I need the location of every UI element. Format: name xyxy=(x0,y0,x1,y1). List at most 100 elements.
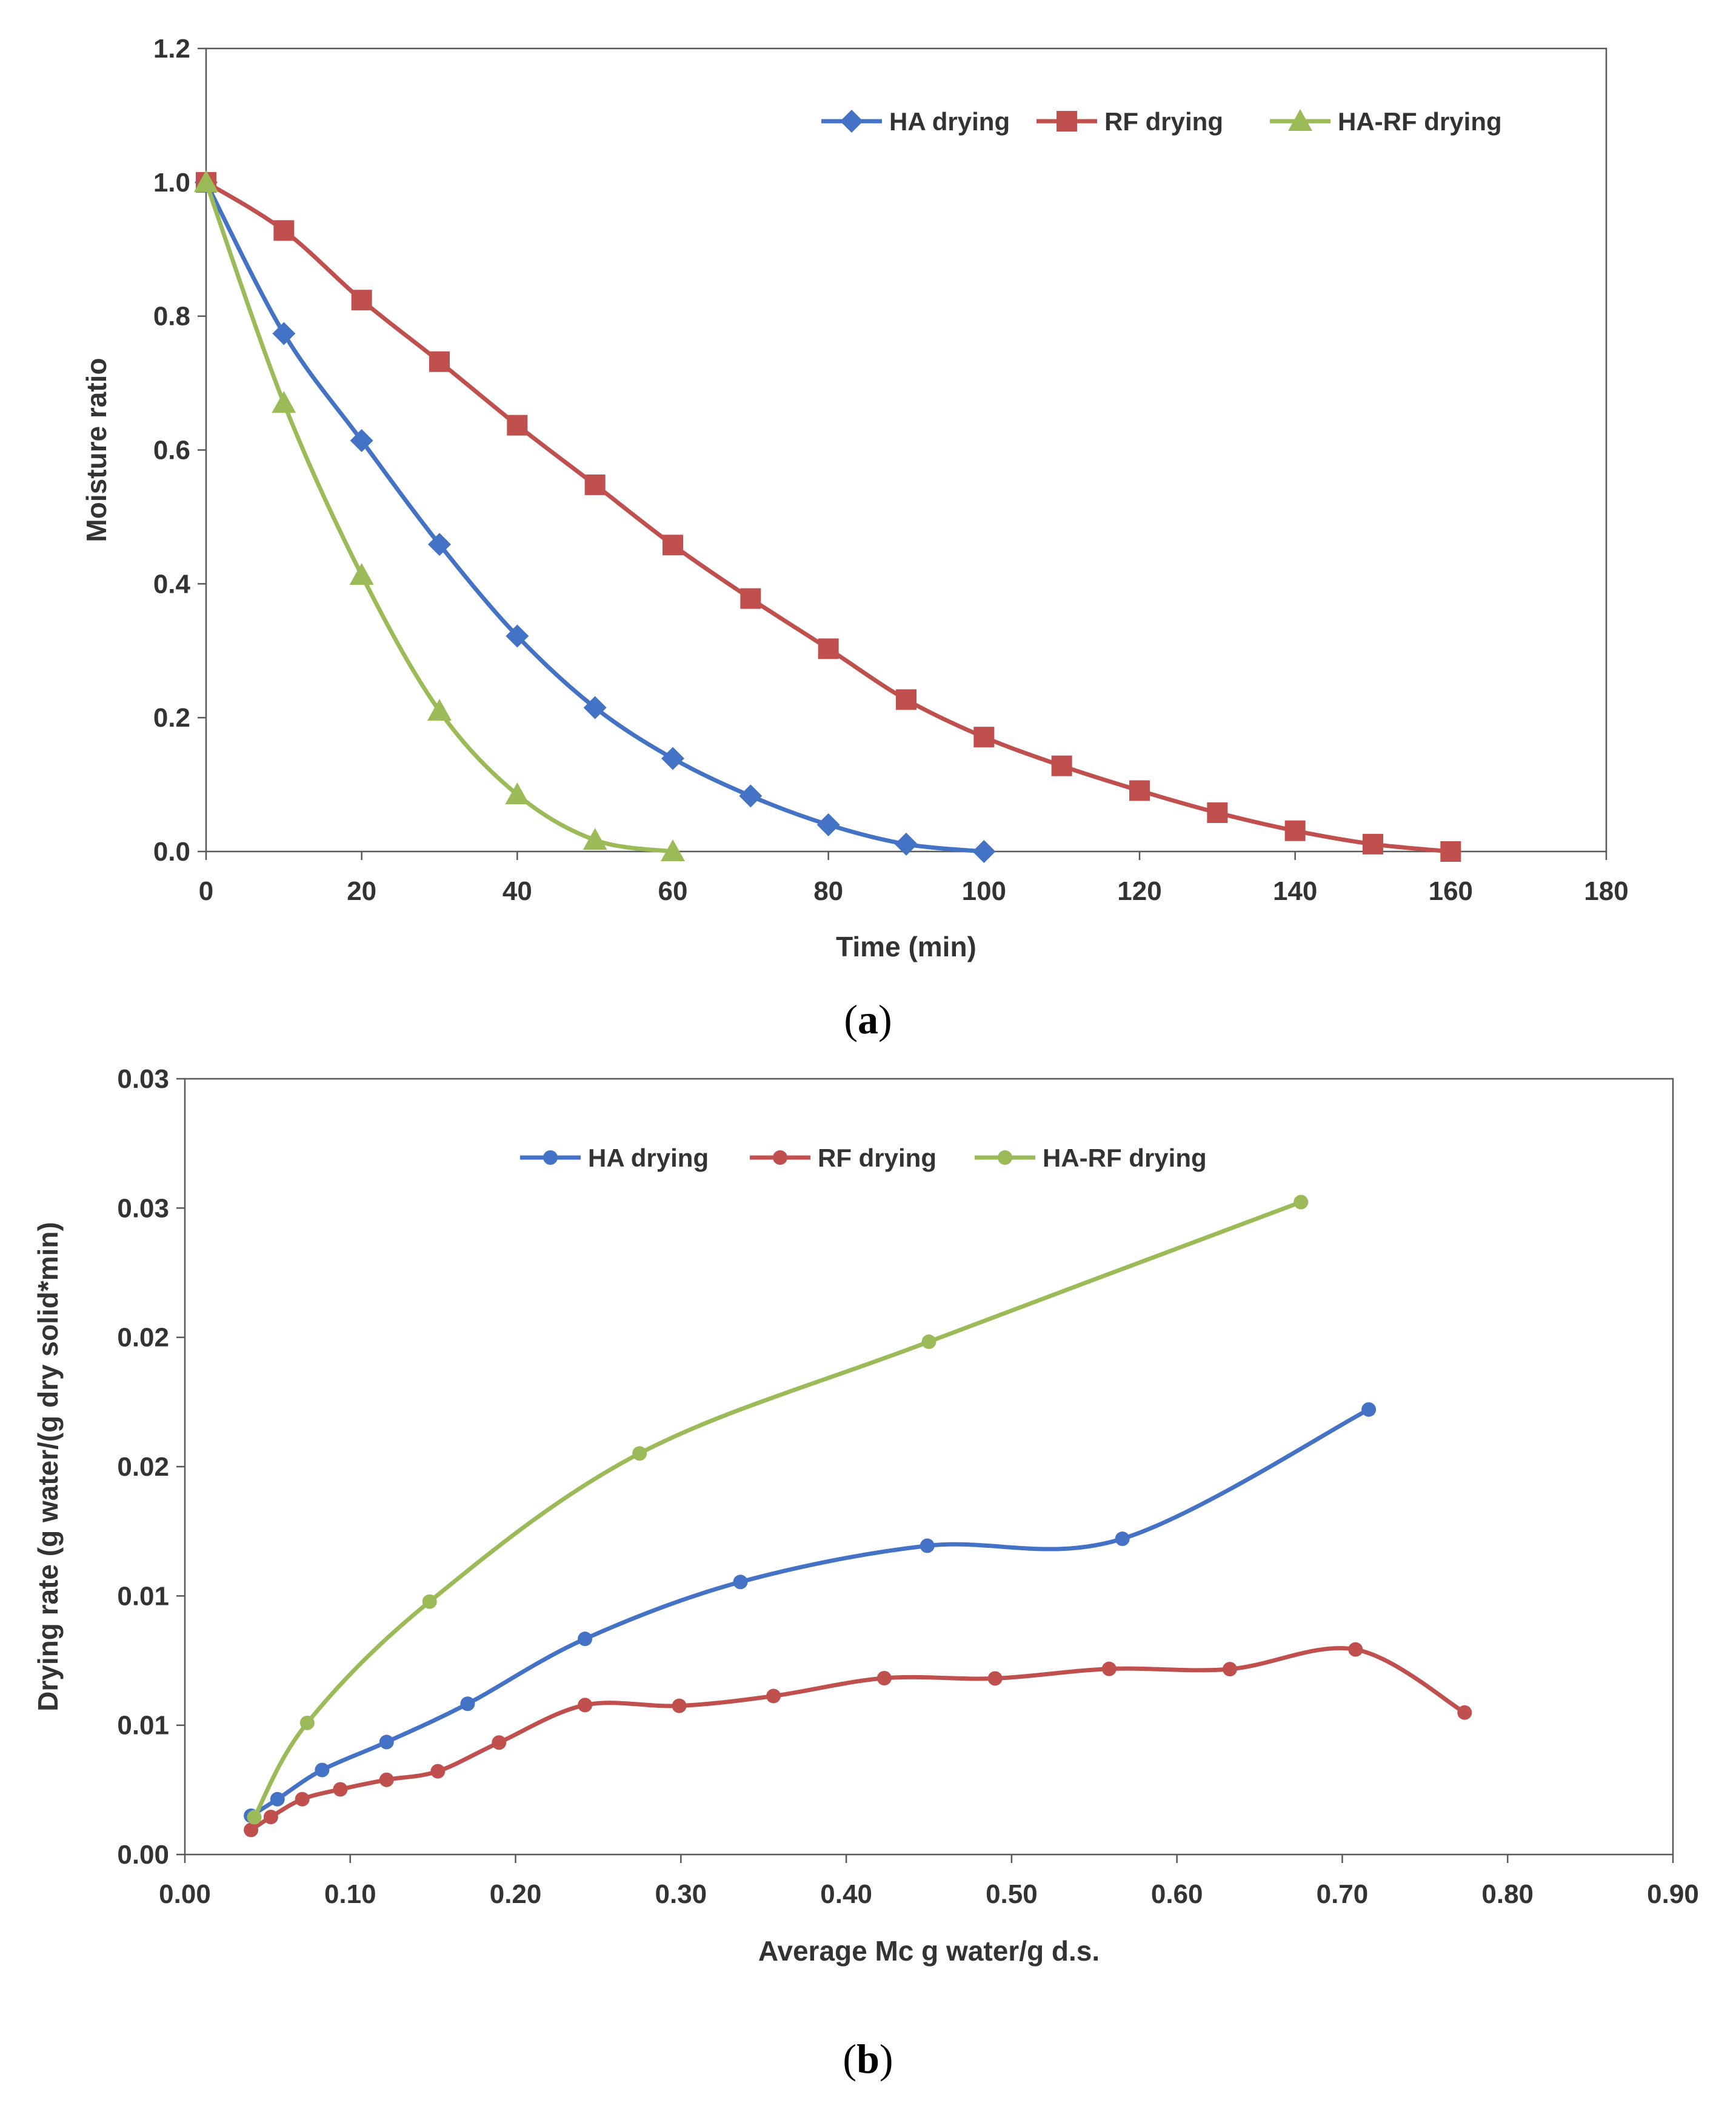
data-point xyxy=(422,1595,437,1609)
data-point xyxy=(244,1822,258,1837)
y-tick-label: 0.02 xyxy=(117,1452,169,1482)
data-point xyxy=(578,1698,592,1712)
series-ha-rf-drying xyxy=(247,1195,1309,1825)
legend-marker xyxy=(1057,111,1077,132)
legend-label: RF drying xyxy=(818,1144,936,1172)
legend-marker xyxy=(543,1150,558,1165)
y-axis-title: Moisture ratio xyxy=(81,358,112,542)
series-line xyxy=(206,182,673,852)
plot-area-frame xyxy=(185,1079,1673,1855)
data-point xyxy=(663,535,683,555)
data-point xyxy=(661,747,684,770)
x-axis-title: Average Mc g water/g d.s. xyxy=(758,1935,1100,1967)
data-point xyxy=(672,1699,687,1713)
data-point xyxy=(270,1792,285,1807)
x-tick-label: 120 xyxy=(1117,876,1161,906)
data-point xyxy=(1102,1662,1117,1676)
chart-a: 0.0 0.2 0.4 0.6 0.8 1.0 1.2 0 20 40 60 80 100 120 140 1… xyxy=(81,34,1629,1042)
y-tick-label: 0.00 xyxy=(117,1840,169,1870)
x-tick-label: 0.00 xyxy=(159,1879,211,1909)
x-tick-label: 180 xyxy=(1584,876,1628,906)
x-tick-label: 0 xyxy=(199,876,213,906)
data-point xyxy=(972,840,995,863)
data-point xyxy=(1457,1705,1472,1720)
legend-marker xyxy=(998,1150,1012,1165)
data-point xyxy=(350,563,374,585)
data-point xyxy=(315,1762,329,1777)
panel-label-b: (b) xyxy=(843,2036,893,2082)
x-tick-label: 0.90 xyxy=(1647,1879,1699,1909)
legend-label: RF drying xyxy=(1104,107,1223,136)
series-ha-drying xyxy=(195,171,995,863)
data-point xyxy=(264,1810,278,1824)
data-point xyxy=(632,1446,647,1461)
x-tick-label: 0.40 xyxy=(820,1879,872,1909)
data-point xyxy=(817,813,840,836)
data-point xyxy=(1223,1662,1237,1676)
y-tick-label: 0.6 xyxy=(153,436,190,465)
data-point xyxy=(295,1792,310,1807)
y-tick-label: 1.0 xyxy=(153,168,190,198)
x-tick-label: 0.50 xyxy=(986,1879,1038,1909)
data-point xyxy=(352,290,372,310)
data-point xyxy=(740,588,761,609)
data-point xyxy=(1129,781,1150,801)
x-tick-label: 0.10 xyxy=(324,1879,376,1909)
data-point xyxy=(1115,1531,1130,1546)
data-point xyxy=(739,784,762,807)
data-point xyxy=(877,1671,892,1685)
y-tick-label: 0.03 xyxy=(117,1193,169,1223)
series-line xyxy=(251,1648,1464,1830)
x-tick-label: 0.70 xyxy=(1317,1879,1369,1909)
x-tick-label: 140 xyxy=(1273,876,1317,906)
y-tick-label: 0.01 xyxy=(117,1711,169,1741)
legend-label: HA-RF drying xyxy=(1338,107,1502,136)
data-point xyxy=(507,415,527,436)
data-point xyxy=(379,1773,394,1787)
series-ha-rf-drying xyxy=(194,170,685,861)
x-tick-label: 80 xyxy=(813,876,843,906)
series-line xyxy=(206,182,984,852)
data-point xyxy=(333,1782,347,1796)
data-point xyxy=(896,689,916,710)
legend-label: HA drying xyxy=(588,1144,709,1172)
y-tick-label: 0.01 xyxy=(117,1581,169,1611)
y-tick-label: 0.0 xyxy=(153,837,190,867)
y-tick-label: 0.4 xyxy=(153,569,191,599)
data-point xyxy=(1207,802,1227,823)
y-tick-label: 1.2 xyxy=(153,34,190,64)
data-point xyxy=(460,1696,475,1711)
x-tick-label: 100 xyxy=(962,876,1006,906)
data-point xyxy=(1440,841,1461,862)
chart-b: 0.00 0.01 0.01 0.02 0.02 0.03 0.03 0.00 0.10 0.20… xyxy=(32,1064,1699,2082)
y-tick-label: 0.03 xyxy=(117,1064,169,1094)
panel-label-a: (a) xyxy=(844,996,892,1042)
data-point xyxy=(973,727,994,747)
x-axis-title: Time (min) xyxy=(836,931,977,962)
data-point xyxy=(1348,1642,1363,1657)
figure: 0.00.20.40.60.81.01.20 20 40 60 80 100 120 140 1… xyxy=(0,0,1736,2103)
y-tick-label: 0.2 xyxy=(153,703,190,733)
x-tick-label: 40 xyxy=(502,876,532,906)
x-tick-label: 0.30 xyxy=(655,1879,707,1909)
data-point xyxy=(920,1539,935,1553)
series-rf-drying xyxy=(196,172,1461,862)
x-tick-label: 20 xyxy=(347,876,376,906)
data-point xyxy=(585,475,606,495)
data-point xyxy=(988,1671,1003,1685)
series-rf-drying xyxy=(244,1642,1472,1838)
data-point xyxy=(1285,821,1306,841)
data-point xyxy=(1052,756,1072,776)
data-point xyxy=(1294,1195,1308,1210)
data-point xyxy=(1363,834,1383,855)
y-tick-label: 0.02 xyxy=(117,1323,169,1353)
x-tick-label: 0.60 xyxy=(1151,1879,1203,1909)
data-point xyxy=(430,1764,445,1779)
x-tick-label: 0.20 xyxy=(490,1879,542,1909)
data-point xyxy=(733,1575,748,1589)
x-tick-label: 60 xyxy=(658,876,688,906)
plot-area-frame xyxy=(206,48,1606,852)
data-point xyxy=(273,220,294,241)
data-point xyxy=(492,1735,506,1750)
series-line xyxy=(255,1202,1301,1818)
